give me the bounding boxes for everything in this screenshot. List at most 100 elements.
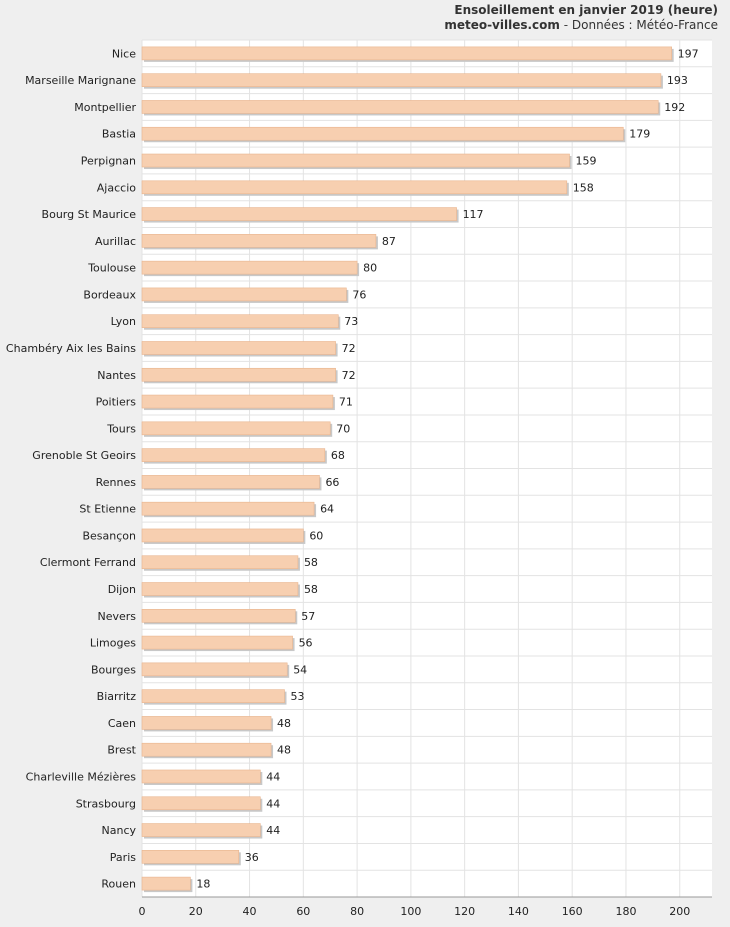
- category-label: Limoges: [90, 637, 136, 650]
- bar[interactable]: [141, 207, 457, 221]
- value-label: 66: [325, 476, 339, 489]
- bar[interactable]: [141, 180, 568, 195]
- value-label: 48: [277, 744, 291, 757]
- bar[interactable]: [141, 367, 336, 382]
- category-label: Nancy: [102, 824, 137, 837]
- category-label: Aurillac: [95, 235, 136, 248]
- category-label: Besançon: [82, 529, 136, 542]
- x-tick-label: 100: [400, 905, 421, 918]
- value-label: 73: [344, 315, 358, 328]
- value-label: 192: [664, 101, 685, 114]
- category-label: Bourg St Maurice: [42, 208, 137, 221]
- bar[interactable]: [141, 635, 293, 650]
- bar[interactable]: [141, 260, 358, 275]
- bar[interactable]: [141, 716, 272, 730]
- category-label: Clermont Ferrand: [40, 556, 136, 569]
- category-label: Nantes: [97, 369, 136, 382]
- value-label: 159: [576, 155, 597, 168]
- bar[interactable]: [141, 287, 347, 302]
- bar[interactable]: [141, 742, 272, 757]
- value-label: 72: [342, 369, 356, 382]
- value-label: 87: [382, 235, 396, 248]
- value-label: 18: [196, 878, 210, 891]
- source-site[interactable]: meteo-villes.com: [444, 18, 560, 32]
- category-label: Biarritz: [97, 690, 137, 703]
- x-tick-label: 120: [454, 905, 475, 918]
- category-label: Paris: [110, 851, 136, 864]
- category-label: Nice: [112, 47, 136, 60]
- category-label: Rennes: [96, 476, 137, 489]
- value-label: 71: [339, 396, 353, 409]
- bar[interactable]: [141, 582, 299, 596]
- bar[interactable]: [141, 796, 261, 811]
- chart-source: meteo-villes.com - Données : Météo-Franc…: [444, 18, 718, 33]
- bar[interactable]: [141, 448, 326, 462]
- category-label: Marseille Marignane: [25, 74, 136, 87]
- bar[interactable]: [141, 662, 288, 677]
- bar[interactable]: [141, 475, 320, 489]
- chart-title: Ensoleillement en janvier 2019 (heure): [454, 3, 718, 17]
- bar[interactable]: [141, 126, 624, 141]
- x-tick-label: 80: [350, 905, 364, 918]
- category-label: Bordeaux: [83, 288, 136, 301]
- bar[interactable]: [141, 421, 331, 436]
- bar[interactable]: [141, 850, 240, 864]
- x-tick-label: 40: [243, 905, 257, 918]
- value-label: 72: [342, 342, 356, 355]
- category-label: Lyon: [111, 315, 136, 328]
- source-credit: Données : Météo-France: [571, 18, 718, 32]
- bar[interactable]: [141, 823, 261, 837]
- value-label: 193: [667, 74, 688, 87]
- category-label: Nevers: [97, 610, 136, 623]
- bar[interactable]: [141, 314, 339, 329]
- value-label: 54: [293, 663, 307, 676]
- bar[interactable]: [141, 608, 296, 623]
- category-label: St Etienne: [79, 503, 136, 516]
- bar[interactable]: [141, 46, 672, 61]
- value-labels: 197 193 192 179 159 158 117 87 80 76 73 72 72 71 70 68 6…: [196, 47, 698, 890]
- x-tick-label: 0: [139, 905, 146, 918]
- value-label: 44: [266, 797, 280, 810]
- bars: [141, 46, 674, 893]
- source-separator: -: [559, 18, 572, 32]
- bar[interactable]: [141, 501, 315, 516]
- value-label: 58: [304, 583, 318, 596]
- value-label: 158: [573, 181, 594, 194]
- category-label: Dijon: [108, 583, 136, 596]
- value-label: 179: [629, 128, 650, 141]
- bar[interactable]: [141, 769, 261, 784]
- category-label: Charleville Mézières: [26, 770, 137, 783]
- value-label: 76: [352, 288, 366, 301]
- value-label: 44: [266, 824, 280, 837]
- value-label: 56: [299, 637, 313, 650]
- bar[interactable]: [141, 234, 377, 248]
- bar[interactable]: [141, 100, 659, 114]
- category-label: Strasbourg: [76, 797, 136, 810]
- bar[interactable]: [141, 555, 299, 570]
- x-tick-label: 60: [296, 905, 310, 918]
- value-label: 44: [266, 770, 280, 783]
- value-label: 60: [309, 529, 323, 542]
- category-label: Perpignan: [81, 155, 136, 168]
- bar[interactable]: [141, 528, 304, 543]
- bar[interactable]: [141, 689, 285, 703]
- value-label: 68: [331, 449, 345, 462]
- chart-header: Ensoleillement en janvier 2019 (heure) m…: [444, 3, 718, 33]
- x-tick-label: 180: [615, 905, 636, 918]
- category-label: Brest: [107, 744, 136, 757]
- bar[interactable]: [141, 341, 336, 355]
- category-label: Bourges: [91, 663, 136, 676]
- category-label: Ajaccio: [97, 181, 136, 194]
- x-axis: 0 20 40 60 80 100 120 140 160 180 200: [139, 896, 712, 918]
- bar[interactable]: [141, 394, 334, 409]
- x-tick-label: 200: [669, 905, 690, 918]
- bar[interactable]: [141, 876, 191, 891]
- bar[interactable]: [141, 153, 570, 168]
- category-labels: Nice Marseille Marignane Montpellier Bastia…: [6, 47, 137, 890]
- value-label: 57: [301, 610, 315, 623]
- value-label: 64: [320, 503, 334, 516]
- value-label: 53: [291, 690, 305, 703]
- bar[interactable]: [141, 73, 662, 87]
- category-label: Toulouse: [87, 262, 136, 275]
